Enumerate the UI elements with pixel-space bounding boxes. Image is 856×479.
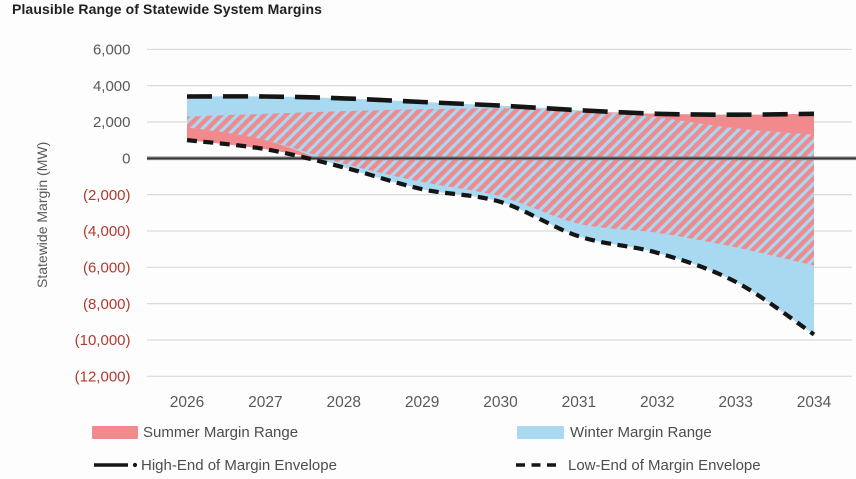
x-tick-label: 2031 (562, 394, 596, 411)
legend-item-high-end: High-End of Margin Envelope (93, 457, 337, 474)
legend-item-low-end: Low-End of Margin Envelope (515, 457, 761, 474)
y-tick-label: 0 (122, 151, 130, 168)
legend-item-summer: Summer Margin Range (92, 424, 298, 441)
legend-label-low-end: Low-End of Margin Envelope (568, 457, 761, 474)
y-tick-label: 2,000 (93, 114, 131, 131)
x-tick-label: 2034 (797, 394, 832, 411)
chart-title: Plausible Range of Statewide System Marg… (12, 1, 323, 17)
legend-label-high-end: High-End of Margin Envelope (141, 457, 337, 474)
x-tick-label: 2033 (718, 394, 752, 411)
y-tick-label: (12,000) (75, 369, 131, 386)
x-tick-label: 2026 (170, 394, 204, 411)
y-tick-label: (4,000) (83, 223, 131, 240)
x-tick-label: 2032 (640, 394, 674, 411)
y-tick-label: 4,000 (93, 78, 131, 95)
x-tick-label: 2028 (327, 394, 361, 411)
y-tick-label: (2,000) (83, 187, 131, 204)
x-tick-label: 2030 (483, 394, 518, 411)
x-tick-label: 2029 (405, 394, 439, 411)
summer-range-swatch-icon (92, 426, 138, 439)
legend-label-winter: Winter Margin Range (570, 424, 712, 441)
long-dash-dot-line-icon (93, 457, 139, 475)
high-end-envelope-line (186, 94, 815, 118)
overlap-hatch-band (187, 108, 814, 266)
low-end-envelope-line (186, 138, 816, 337)
legend-item-winter: Winter Margin Range (517, 424, 712, 441)
short-dash-line-icon (515, 457, 561, 475)
y-tick-label: (8,000) (83, 296, 131, 313)
legend-label-summer: Summer Margin Range (143, 424, 299, 441)
y-tick-label: (6,000) (83, 260, 131, 277)
winter-range-swatch-icon (517, 426, 564, 439)
x-tick-label: 2027 (248, 394, 282, 411)
y-tick-label: (10,000) (75, 332, 131, 349)
y-tick-label: 6,000 (93, 42, 131, 59)
